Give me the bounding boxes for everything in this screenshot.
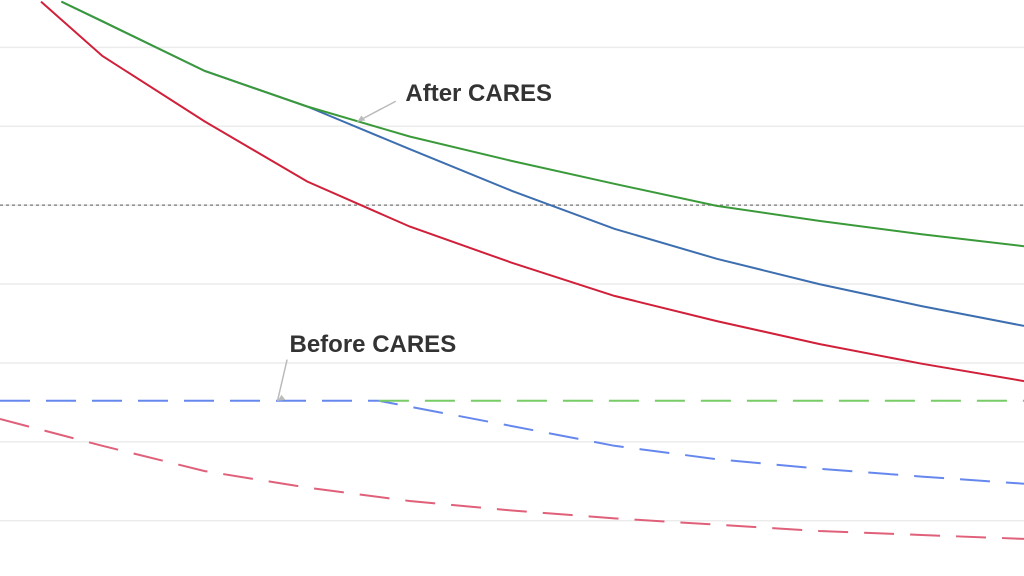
annotation-arrow	[357, 100, 397, 123]
annotation-arrowhead	[277, 394, 286, 401]
annotation-text: Before CARES	[290, 331, 457, 358]
series-line	[60, 0, 1024, 327]
series-line	[0, 399, 1024, 485]
series-line	[0, 418, 1024, 540]
series-line	[60, 0, 1024, 248]
annotation-text: After CARES	[405, 80, 552, 107]
series-line	[40, 0, 1024, 383]
annotation-arrow	[276, 359, 288, 402]
annotation-arrowhead	[357, 115, 366, 122]
